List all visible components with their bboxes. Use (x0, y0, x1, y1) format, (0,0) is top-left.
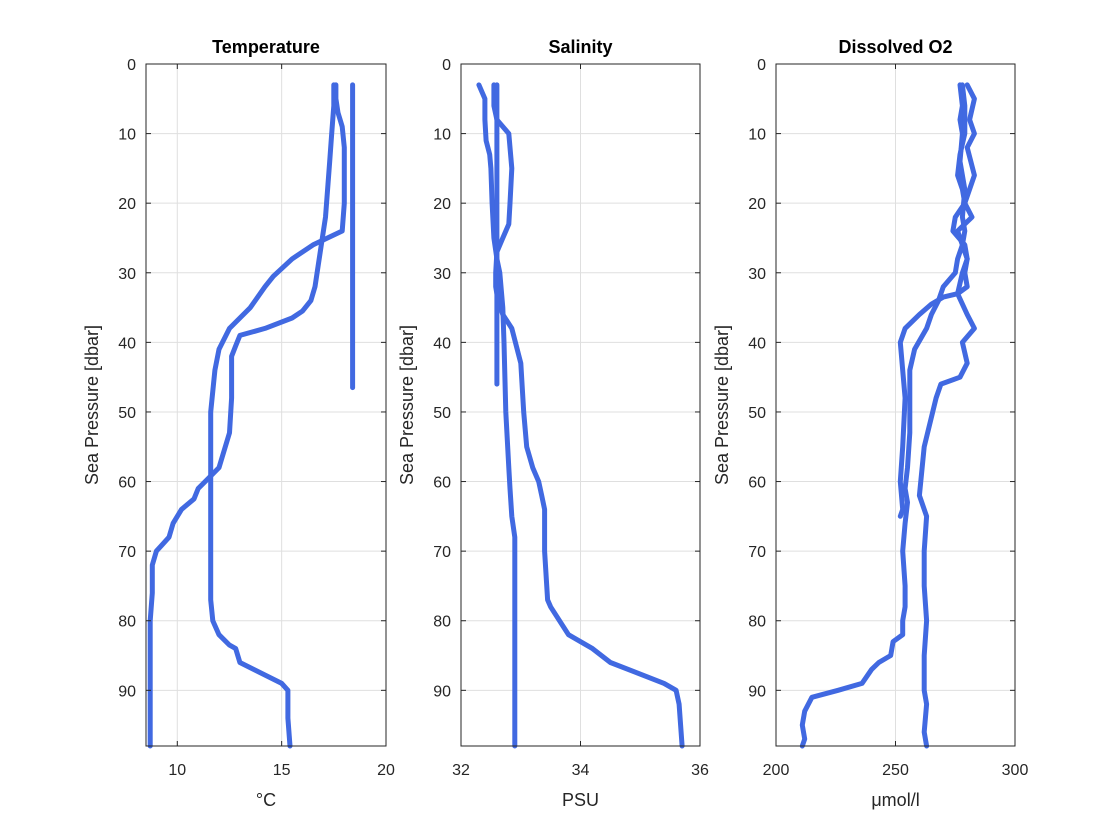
y-tick-label: 20 (433, 196, 451, 213)
profile-line-2 (799, 82, 968, 749)
y-tick-label: 0 (757, 57, 766, 74)
y-tick-label: 10 (118, 127, 136, 144)
y-tick-label: 0 (442, 57, 451, 74)
y-axis-label: Sea Pressure [dbar] (397, 325, 417, 485)
y-tick-label: 60 (118, 475, 136, 492)
y-tick-label: 60 (748, 475, 766, 492)
x-axis-label: μmol/l (871, 790, 919, 810)
y-tick-label: 30 (433, 266, 451, 283)
axes-frame (145, 63, 387, 747)
y-tick-label: 20 (748, 196, 766, 213)
y-tick-label: 90 (433, 683, 451, 700)
panel-title: Salinity (548, 37, 612, 57)
y-tick-label: 70 (748, 544, 766, 561)
profile-line-2 (491, 82, 685, 749)
profile-line-2 (147, 82, 337, 749)
y-tick-label: 30 (748, 266, 766, 283)
y-tick-label: 50 (748, 405, 766, 422)
profile-line-1 (916, 82, 977, 749)
x-tick-label: 250 (882, 762, 909, 779)
x-tick-label: 32 (452, 762, 470, 779)
y-tick-label: 10 (748, 127, 766, 144)
x-tick-label: 34 (572, 762, 590, 779)
x-tick-label: 36 (691, 762, 709, 779)
y-tick-label: 80 (118, 614, 136, 631)
y-tick-label: 90 (748, 683, 766, 700)
y-tick-label: 80 (433, 614, 451, 631)
y-tick-label: 40 (433, 335, 451, 352)
y-tick-label: 10 (433, 127, 451, 144)
y-tick-label: 60 (433, 475, 451, 492)
x-tick-label: 15 (273, 762, 291, 779)
profile-line-3 (897, 82, 970, 519)
y-tick-label: 50 (433, 405, 451, 422)
x-tick-label: 10 (168, 762, 186, 779)
x-tick-label: 20 (377, 762, 395, 779)
y-tick-label: 30 (118, 266, 136, 283)
y-axis-label: Sea Pressure [dbar] (712, 325, 732, 485)
x-tick-label: 300 (1002, 762, 1029, 779)
y-tick-label: 20 (118, 196, 136, 213)
panel-2: 32 34 36 0 10 20 30 40 50 60 70 80 90 Salinity PSU Sea … (397, 37, 709, 810)
y-tick-label: 80 (748, 614, 766, 631)
plot-area (146, 64, 386, 746)
panel-1: 10 15 20 0 10 20 30 40 50 60 70 80 90 Temperature °C Se… (82, 37, 395, 810)
y-tick-label: 90 (118, 683, 136, 700)
profile-line-1 (208, 82, 347, 749)
y-tick-label: 40 (118, 335, 136, 352)
panel-3: 200 250 300 0 10 20 30 40 50 60 70 80 90 Dissolved O2… (712, 37, 1028, 810)
x-axis-label: PSU (562, 790, 599, 810)
y-axis-label: Sea Pressure [dbar] (82, 325, 102, 485)
panel-title: Dissolved O2 (838, 37, 952, 57)
y-tick-label: 0 (127, 57, 136, 74)
x-tick-label: 200 (763, 762, 790, 779)
y-tick-label: 40 (748, 335, 766, 352)
y-tick-label: 70 (433, 544, 451, 561)
x-axis-label: °C (256, 790, 276, 810)
panel-title: Temperature (212, 37, 320, 57)
y-tick-label: 70 (118, 544, 136, 561)
y-tick-label: 50 (118, 405, 136, 422)
